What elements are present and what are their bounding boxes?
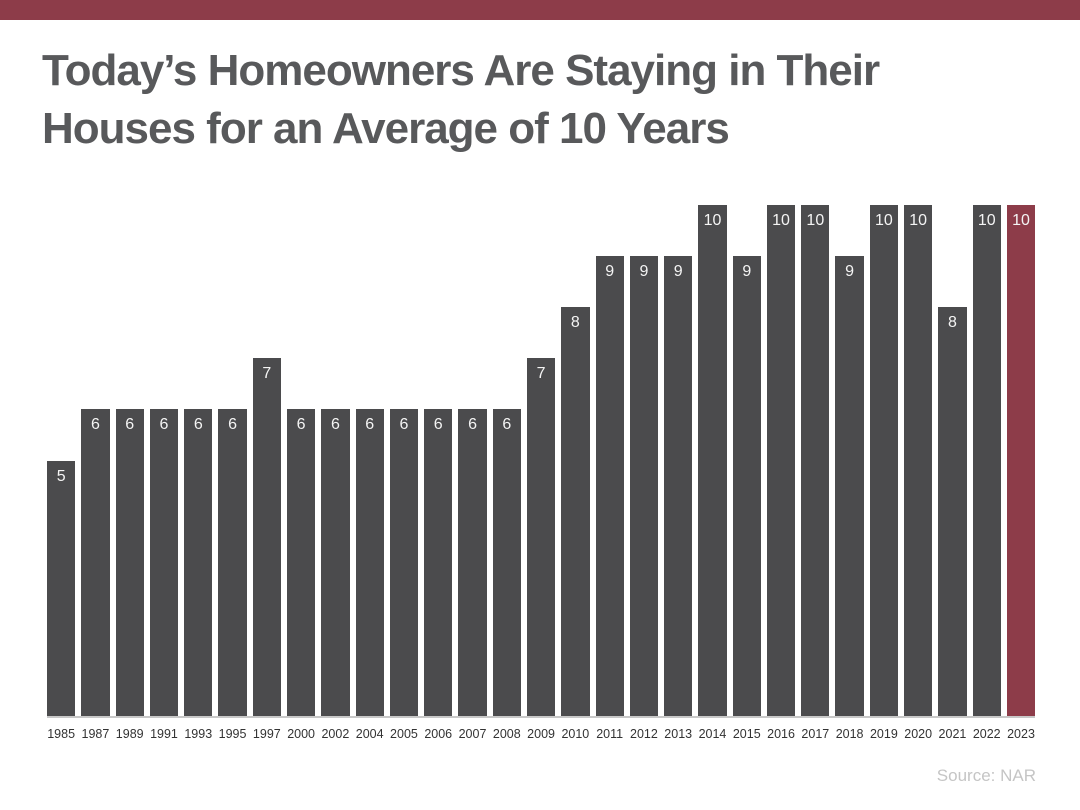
bar-2013: 9 <box>664 256 693 716</box>
year-label-1997: 1997 <box>252 727 281 741</box>
bar-1993: 6 <box>184 409 213 716</box>
bar-2000: 6 <box>286 409 316 716</box>
bar-2015: 9 <box>732 256 761 716</box>
year-label-2016: 2016 <box>767 727 795 741</box>
bar-2017: 10 <box>801 205 830 716</box>
bar-1995: 6 <box>218 409 247 716</box>
page-title-line-1: Today’s Homeowners Are Staying in Their <box>42 46 880 95</box>
page-title-line-2: Houses for an Average of 10 Years <box>42 104 730 153</box>
year-label-2023: 2023 <box>1007 727 1035 741</box>
bar-value-label-2004: 6 <box>365 416 375 434</box>
bar-2007: 6 <box>458 409 487 716</box>
year-label-2018: 2018 <box>835 727 864 741</box>
bar-2018: 9 <box>835 256 864 716</box>
bar-2012: 9 <box>629 256 659 716</box>
year-label-2002: 2002 <box>321 727 350 741</box>
bar-2014: 10 <box>698 205 727 716</box>
bar-value-label-2005: 6 <box>399 416 409 434</box>
year-label-2022: 2022 <box>972 727 1001 741</box>
bar-2011: 9 <box>595 256 624 716</box>
bar-value-label-2021: 8 <box>948 314 957 332</box>
bar-value-label-2011: 9 <box>605 263 615 281</box>
bar-value-label-2013: 9 <box>673 263 683 281</box>
year-label-2009: 2009 <box>527 727 555 741</box>
year-label-2010: 2010 <box>561 727 590 741</box>
bar-2004: 6 <box>355 409 384 716</box>
bar-value-label-2019: 10 <box>874 212 893 229</box>
bar-2006: 6 <box>424 409 453 716</box>
x-axis-labels: 1985 1987 1989 1991 1993 1995 1997 2000 2002 2004… <box>47 727 1035 741</box>
bar-value-label-2007: 6 <box>468 416 477 434</box>
year-label-2020: 2020 <box>904 727 933 741</box>
year-label-1987: 1987 <box>81 727 110 741</box>
bar-value-label-2010: 8 <box>570 314 580 332</box>
year-label-2017: 2017 <box>801 727 830 741</box>
bar-value-label-2009: 7 <box>536 365 546 383</box>
bar-value-label-2000: 6 <box>296 416 306 434</box>
bar-value-label-2006: 6 <box>433 416 443 434</box>
bar-value-label-2022: 10 <box>977 212 996 229</box>
bar-value-label-2008: 6 <box>502 416 512 434</box>
year-label-2000: 2000 <box>287 727 316 741</box>
year-label-2011: 2011 <box>596 727 624 741</box>
bar-value-label-2017: 10 <box>806 212 825 229</box>
bar-value-label-2002: 6 <box>330 416 340 434</box>
bar-value-label-1989: 6 <box>125 416 135 434</box>
year-label-2006: 2006 <box>424 727 453 741</box>
bar-2019: 10 <box>869 205 899 716</box>
bar-value-label-1985: 5 <box>56 467 66 485</box>
bar-value-label-1991: 6 <box>159 416 169 434</box>
bar-1987: 6 <box>81 409 110 716</box>
bar-value-label-2018: 9 <box>845 263 855 281</box>
bar-value-label-2012: 9 <box>639 263 649 281</box>
bar-1985: 5 <box>47 460 76 716</box>
year-label-1985: 1985 <box>47 727 76 741</box>
top-accent-bar <box>0 0 1080 20</box>
year-label-1993: 1993 <box>184 727 213 741</box>
year-label-2013: 2013 <box>664 727 693 741</box>
year-label-2005: 2005 <box>390 727 418 741</box>
bar-2002: 6 <box>321 409 350 716</box>
bar-2008: 6 <box>492 409 521 716</box>
page-title: Today’s Homeowners Are Staying in Their … <box>42 42 880 158</box>
year-label-2019: 2019 <box>869 727 898 741</box>
bar-value-label-1995: 6 <box>228 416 237 434</box>
bar-value-label-2023: 10 <box>1012 212 1030 229</box>
bar-1997: 7 <box>252 358 281 716</box>
bar-2016: 10 <box>766 205 796 716</box>
bar-2010: 8 <box>561 307 590 716</box>
bar-2022: 10 <box>972 205 1001 716</box>
year-label-2015: 2015 <box>732 727 761 741</box>
bar-value-label-2015: 9 <box>742 263 752 281</box>
bar-value-label-2020: 10 <box>909 212 928 229</box>
year-label-2004: 2004 <box>355 727 384 741</box>
bar-1989: 6 <box>115 409 144 716</box>
bar-2020: 10 <box>904 205 933 716</box>
year-label-1995: 1995 <box>218 727 247 741</box>
year-label-2008: 2008 <box>492 727 521 741</box>
year-label-2021: 2021 <box>938 727 967 741</box>
bar-value-label-1993: 6 <box>193 416 203 434</box>
year-label-2007: 2007 <box>458 727 487 741</box>
bar-2023: 10 <box>1006 205 1036 716</box>
bar-2009: 7 <box>526 358 556 716</box>
bar-value-label-2016: 10 <box>772 212 790 229</box>
bar-2021: 8 <box>938 307 967 716</box>
bar-value-label-1987: 6 <box>90 416 100 434</box>
bar-value-label-1997: 7 <box>262 365 272 383</box>
year-label-1989: 1989 <box>115 727 144 741</box>
source-attribution: Source: NAR <box>936 766 1036 785</box>
year-label-2012: 2012 <box>630 727 658 741</box>
bar-value-label-2014: 10 <box>703 212 722 229</box>
bar-1991: 6 <box>149 409 179 716</box>
year-label-1991: 1991 <box>150 727 178 741</box>
bar-chart: 5 6 6 6 6 6 7 6 6 6 6 6 6 6 7 8 9 9 9 10 9 10 10 9 10 10 8 10 10 <box>47 205 1036 718</box>
year-label-2014: 2014 <box>698 727 727 741</box>
bar-2005: 6 <box>389 409 419 716</box>
